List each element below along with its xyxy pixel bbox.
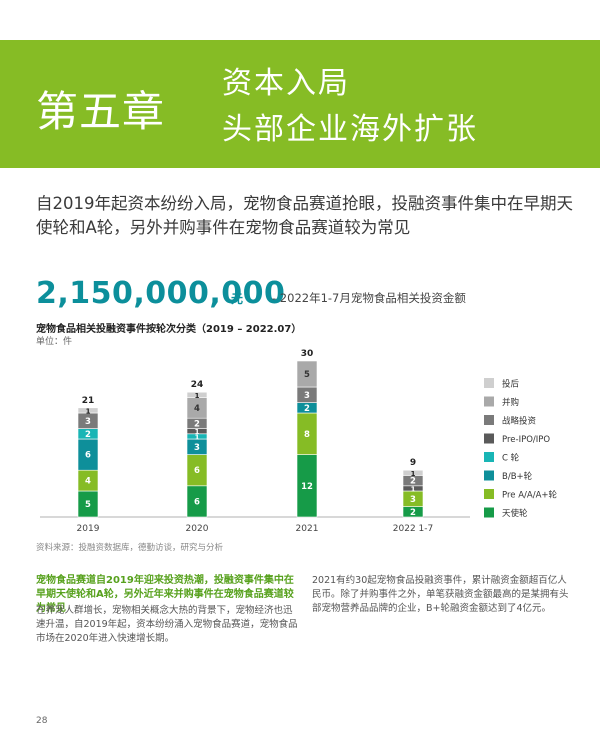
data-label: 1: [195, 428, 200, 436]
data-label: 4: [194, 404, 200, 414]
data-label: 1: [411, 485, 416, 493]
legend-label: Pre A/A/A+轮: [502, 490, 558, 501]
data-label: 3: [85, 417, 91, 427]
legend-swatch: [484, 507, 494, 518]
category-label: 2022 1-7: [393, 524, 433, 534]
legend-label: 战略投资: [502, 416, 537, 427]
chart-unit: 单位：件: [36, 337, 73, 347]
investment-amount-caption: - 2022年1-7月宠物食品相关投资金额: [272, 291, 466, 305]
legend-label: Pre-IPO/IPO: [502, 435, 550, 445]
category-label: 2021: [296, 524, 319, 534]
chapter-label: 第五章: [36, 87, 166, 136]
investment-amount: 2,150,000,000: [36, 276, 286, 311]
legend-swatch: [484, 470, 494, 481]
total-label: 24: [191, 380, 204, 390]
data-label: 2: [410, 477, 416, 487]
legend-swatch: [484, 378, 494, 388]
legend-label: 投后: [502, 379, 520, 390]
chapter-title-line2: 头部企业海外扩张: [222, 112, 478, 147]
legend-swatch: [484, 433, 494, 444]
data-label: 2: [194, 419, 200, 429]
bar-segment: [186, 391, 208, 398]
chapter-banner: 第五章 资本入局 头部企业海外扩张: [0, 40, 600, 168]
data-label: 12: [301, 482, 313, 492]
category-label: 2020: [186, 524, 209, 534]
data-label: 1: [86, 407, 91, 415]
data-label: 2: [304, 404, 310, 414]
intro-text: 自2019年起资本纷纷入局，宠物食品赛道抢眼，投融资事件集中在早期天使轮和A轮，…: [36, 194, 573, 237]
stacked-bar-chart: 5462312120196631124124202012823530202123…: [40, 349, 558, 534]
bar-segment: [296, 360, 318, 388]
data-label: 1: [195, 392, 200, 400]
data-label: 6: [85, 451, 91, 461]
data-label: 1: [195, 433, 200, 441]
source-note: 资料来源：投融资数据库，德勤访谈，研究与分析: [36, 543, 224, 553]
data-label: 2: [410, 508, 416, 518]
bar-segment: [77, 407, 99, 414]
data-label: 6: [194, 497, 200, 507]
body-text-left: 在养宠人群增长，宠物相关概念大热的背景下，宠物经济也迅速升温，自2019年起，资…: [36, 605, 298, 644]
category-label: 2019: [77, 524, 100, 534]
total-label: 9: [410, 458, 416, 468]
chapter-title-line1: 资本入局: [222, 66, 350, 101]
investment-amount-unit: 元: [231, 292, 244, 306]
page-number: 28: [36, 716, 48, 726]
legend-label: 并购: [502, 397, 519, 408]
section-headline: 宠物食品赛道自2019年迎来投资热潮，投融资事件集中在早期天使轮和A轮，另外近年…: [36, 575, 294, 614]
data-label: 8: [304, 430, 310, 440]
data-label: 5: [85, 500, 91, 510]
total-label: 30: [301, 349, 314, 359]
legend-swatch: [484, 415, 494, 425]
total-label: 21: [82, 396, 95, 406]
data-label: 3: [194, 443, 200, 453]
body-text-right: 2021有约30起宠物食品投融资事件，累计融资金额超百亿人民币。除了并购事件之外…: [312, 575, 569, 614]
legend-label: 天使轮: [502, 508, 528, 519]
legend-label: C 轮: [502, 453, 520, 464]
data-label: 6: [194, 466, 200, 476]
data-label: 3: [410, 495, 416, 505]
legend-swatch: [484, 452, 494, 462]
data-label: 3: [304, 391, 310, 401]
chart-title: 宠物食品相关投融资事件按轮次分类（2019 – 2022.07）: [36, 324, 302, 335]
data-label: 2: [85, 430, 91, 440]
data-label: 4: [85, 477, 91, 487]
data-label: 1: [411, 470, 416, 478]
legend-swatch: [484, 396, 494, 407]
bar-segment: [402, 469, 424, 476]
data-label: 5: [304, 370, 310, 380]
legend-label: B/B+轮: [502, 471, 533, 482]
legend-swatch: [484, 489, 494, 499]
